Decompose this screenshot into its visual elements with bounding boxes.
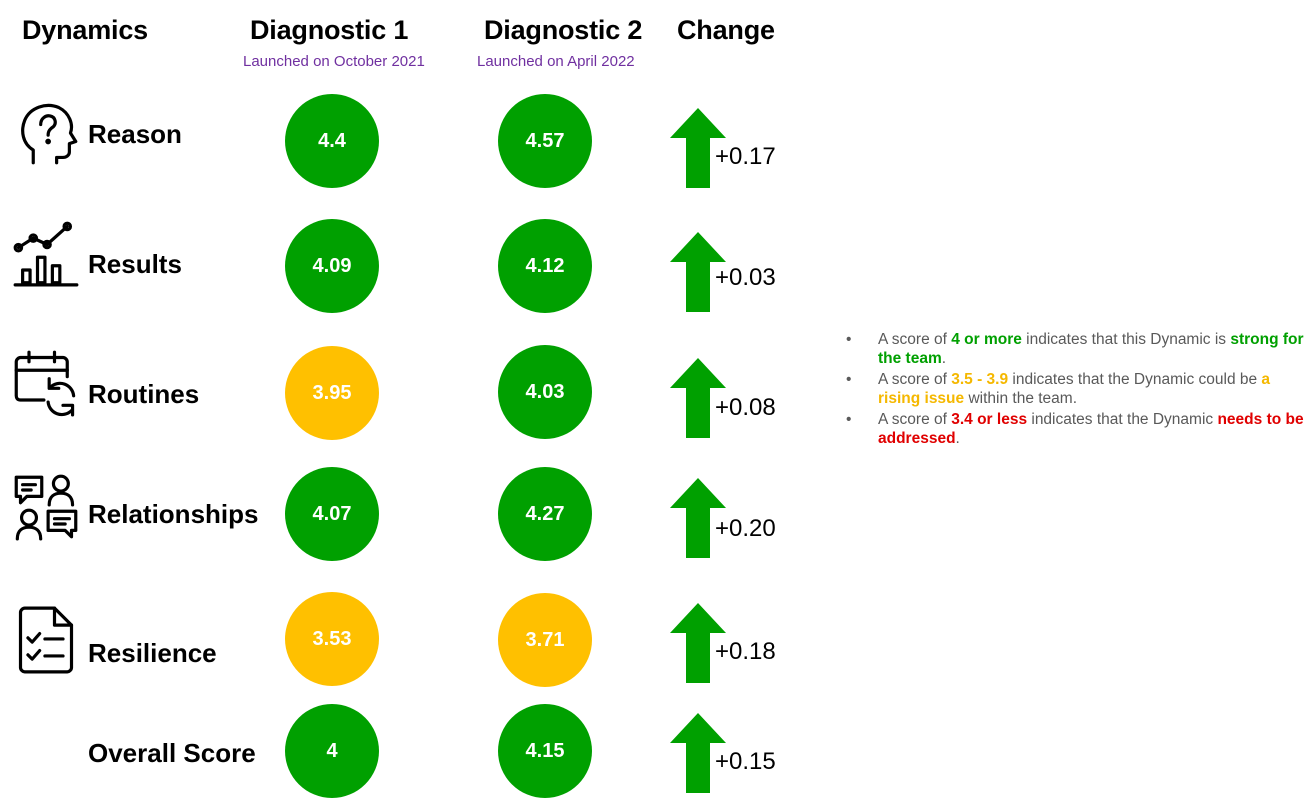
up-arrow-icon [670,108,726,188]
change-value: +0.17 [715,143,776,170]
header-diagnostic-1: Diagnostic 1 [250,15,409,45]
diagnostic-2-score: 3.71 [498,593,592,687]
diagnostic-1-subtitle: Launched on October 2021 [243,53,425,70]
dynamic-label: Relationships [88,499,259,529]
dynamic-label: Routines [88,379,200,409]
diagnostic-2-subtitle: Launched on April 2022 [477,53,635,70]
overall-score-row: Overall Score 4 4.15 +0.15 [0,700,800,810]
dynamic-label: Reason [88,119,182,149]
diagnostic-1-score: 4 [285,704,379,798]
dynamic-label: Resilience [88,638,217,668]
dynamic-row-resilience: Resilience 3.53 3.71 +0.18 [0,590,800,700]
head-question-icon [12,99,80,167]
legend-item-strong: A score of 4 or more indicates that this… [846,330,1306,368]
dynamic-row-reason: Reason 4.4 4.57 +0.17 [0,87,800,197]
diagnostic-1-score: 4.07 [285,467,379,561]
diagnostic-2-score: 4.27 [498,467,592,561]
checklist-icon [12,606,80,674]
change-value: +0.20 [715,515,776,542]
diagnostic-1-score: 4.4 [285,94,379,188]
change-value: +0.03 [715,264,776,291]
up-arrow-icon [670,603,726,683]
diagnostic-2-score: 4.15 [498,704,592,798]
diagnostic-2-score: 4.12 [498,219,592,313]
people-chat-icon [12,473,80,541]
diagnostic-1-score: 3.95 [285,346,379,440]
dynamic-label: Results [88,249,182,279]
score-legend: A score of 4 or more indicates that this… [846,330,1306,450]
up-arrow-icon [670,358,726,438]
diagnostic-2-score: 4.03 [498,345,592,439]
diagnostic-2-score: 4.57 [498,94,592,188]
up-arrow-icon [670,713,726,793]
dynamic-row-routines: Routines 3.95 4.03 +0.08 [0,339,800,449]
change-value: +0.15 [715,748,776,775]
legend-item-address: A score of 3.4 or less indicates that th… [846,410,1306,448]
diagnostic-1-score: 3.53 [285,592,379,686]
header-change: Change [677,15,775,45]
up-arrow-icon [670,478,726,558]
change-value: +0.18 [715,638,776,665]
dynamic-label: Overall Score [88,738,256,768]
dynamic-row-relationships: Relationships 4.07 4.27 +0.20 [0,459,800,569]
up-arrow-icon [670,232,726,312]
change-value: +0.08 [715,394,776,421]
dynamic-row-results: Results 4.09 4.12 +0.03 [0,211,800,321]
header-dynamics: Dynamics [22,15,148,45]
diagnostic-1-score: 4.09 [285,219,379,313]
legend-item-rising: A score of 3.5 - 3.9 indicates that the … [846,370,1306,408]
calendar-refresh-icon [12,349,80,417]
chart-trend-icon [12,219,80,287]
header-diagnostic-2: Diagnostic 2 [484,15,643,45]
